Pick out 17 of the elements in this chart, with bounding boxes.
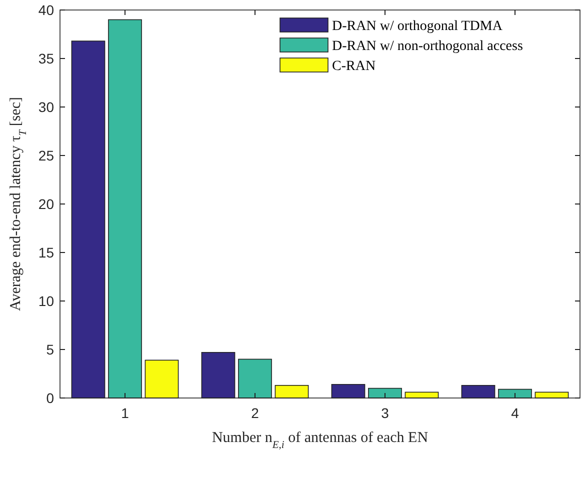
x-tick-label: 4: [511, 405, 520, 421]
y-tick-label: 5: [46, 341, 54, 358]
legend-label: D-RAN w/ orthogonal TDMA: [332, 18, 504, 34]
y-tick-label: 15: [38, 244, 54, 260]
y-tick-label: 20: [38, 196, 54, 212]
x-tick-label: 3: [381, 405, 390, 421]
y-tick-label: 40: [38, 2, 54, 18]
y-tick-label: 25: [38, 147, 54, 164]
legend-label: C-RAN: [332, 58, 376, 74]
x-tick-label: 2: [251, 405, 260, 421]
legend-label: D-RAN w/ non-orthogonal access: [332, 38, 523, 54]
y-tick-label: 30: [38, 98, 54, 115]
y-tick-label: 10: [38, 292, 54, 309]
x-axis-title: Number n$_{E,i}$ of antennas of each EN: [212, 430, 428, 450]
x-tick-label: 1: [121, 405, 130, 421]
y-tick-label: 35: [38, 50, 54, 66]
y-tick-label: 0: [46, 390, 54, 406]
